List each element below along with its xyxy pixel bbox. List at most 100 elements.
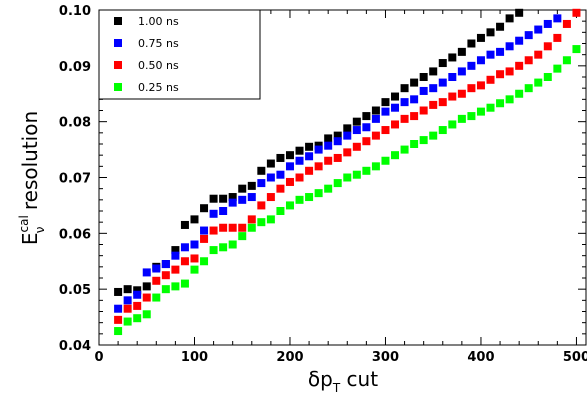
data-point-0-75-ns (247, 193, 256, 202)
data-point-0-50-ns (333, 153, 342, 162)
data-point-0-50-ns (524, 56, 533, 65)
data-point-1-00-ns (247, 181, 256, 190)
data-point-1-00-ns (343, 124, 352, 133)
data-point-0-75-ns (486, 50, 495, 59)
data-point-0-75-ns (343, 131, 352, 140)
data-point-0-25-ns (410, 140, 419, 148)
data-point-1-00-ns (219, 194, 228, 203)
data-point-0-25-ns (476, 107, 485, 116)
data-point-0-25-ns (238, 232, 247, 241)
data-point-0-50-ns (496, 70, 505, 79)
data-point-0-75-ns (190, 240, 199, 249)
data-points (114, 8, 581, 336)
x-axis-title: δpT cut (308, 367, 378, 395)
y-tick-label: 0.04 (59, 339, 91, 354)
data-point-0-75-ns (324, 141, 333, 150)
data-point-0-75-ns (371, 114, 380, 123)
data-point-0-75-ns (266, 173, 275, 182)
legend-swatch (114, 39, 122, 47)
data-point-1-00-ns (457, 47, 466, 56)
data-point-0-75-ns (505, 42, 514, 51)
data-point-0-50-ns (114, 315, 123, 324)
data-point-0-25-ns (438, 126, 447, 135)
data-point-0-50-ns (314, 162, 323, 171)
data-point-0-75-ns (419, 86, 428, 95)
data-point-0-25-ns (305, 193, 314, 202)
data-point-0-50-ns (391, 120, 400, 129)
data-point-1-00-ns (305, 142, 314, 151)
data-point-0-75-ns (295, 156, 304, 165)
x-tick-label: 400 (467, 350, 494, 365)
data-point-0-25-ns (362, 166, 371, 175)
data-point-0-25-ns (190, 265, 199, 274)
data-point-0-75-ns (142, 268, 151, 277)
data-point-0-25-ns (247, 223, 256, 232)
data-point-0-25-ns (133, 314, 142, 323)
data-point-1-00-ns (171, 246, 180, 255)
data-point-0-25-ns (486, 103, 495, 112)
data-point-0-75-ns (362, 123, 371, 132)
data-point-0-75-ns (238, 195, 247, 204)
data-point-0-75-ns (219, 207, 228, 215)
y-tick-label: 0.07 (59, 172, 91, 187)
data-point-0-25-ns (152, 293, 161, 302)
data-point-0-50-ns (371, 131, 380, 140)
data-point-0-25-ns (228, 240, 237, 249)
data-point-0-50-ns (352, 142, 361, 151)
data-point-0-25-ns (314, 189, 323, 198)
data-point-0-50-ns (572, 8, 581, 17)
data-point-0-75-ns (305, 152, 314, 161)
data-point-0-25-ns (266, 215, 275, 224)
data-point-0-25-ns (572, 45, 581, 54)
data-point-1-00-ns (410, 78, 419, 87)
legend-swatch (114, 61, 122, 69)
data-point-0-50-ns (476, 81, 485, 90)
data-point-0-50-ns (400, 114, 409, 123)
data-point-1-00-ns (276, 153, 285, 162)
data-point-1-00-ns (190, 215, 199, 224)
legend-swatch (114, 83, 122, 91)
data-point-0-25-ns (400, 145, 409, 154)
data-point-1-00-ns (123, 285, 132, 294)
data-point-0-50-ns (209, 226, 218, 235)
data-point-0-75-ns (429, 84, 438, 93)
data-point-0-75-ns (333, 137, 342, 146)
data-point-0-25-ns (381, 156, 390, 165)
data-point-0-25-ns (543, 73, 552, 81)
y-tick-label: 0.05 (59, 283, 91, 298)
data-point-0-25-ns (180, 279, 189, 288)
data-point-1-00-ns (324, 134, 333, 143)
data-point-0-50-ns (419, 106, 428, 115)
legend-swatch (114, 17, 122, 25)
data-point-0-75-ns (171, 251, 180, 260)
data-point-0-50-ns (457, 89, 466, 98)
x-tick-label: 100 (181, 350, 208, 365)
data-point-0-50-ns (180, 257, 189, 266)
data-point-0-75-ns (400, 98, 409, 107)
data-point-0-25-ns (496, 99, 505, 108)
data-point-0-50-ns (515, 61, 524, 70)
data-point-0-75-ns (515, 36, 524, 45)
data-point-0-75-ns (410, 95, 419, 104)
data-point-0-50-ns (123, 304, 132, 313)
data-point-0-50-ns (505, 67, 514, 76)
data-point-0-50-ns (133, 301, 142, 310)
data-point-0-75-ns (133, 290, 142, 299)
data-point-0-50-ns (362, 137, 371, 146)
data-point-0-25-ns (524, 84, 533, 93)
legend: 1.00 ns 0.75 ns 0.50 ns 0.25 ns (98, 9, 261, 100)
data-point-0-50-ns (142, 293, 151, 302)
data-point-1-00-ns (496, 22, 505, 31)
data-point-0-25-ns (343, 173, 352, 182)
data-point-0-50-ns (448, 92, 457, 101)
data-point-1-00-ns (142, 282, 151, 291)
data-point-0-75-ns (381, 107, 390, 116)
data-point-0-25-ns (285, 201, 294, 210)
data-point-1-00-ns (381, 98, 390, 107)
data-point-0-75-ns (438, 78, 447, 87)
data-point-0-75-ns (228, 198, 237, 207)
data-point-0-50-ns (295, 173, 304, 182)
data-point-0-75-ns (209, 209, 218, 218)
x-tick-label: 300 (372, 350, 399, 365)
